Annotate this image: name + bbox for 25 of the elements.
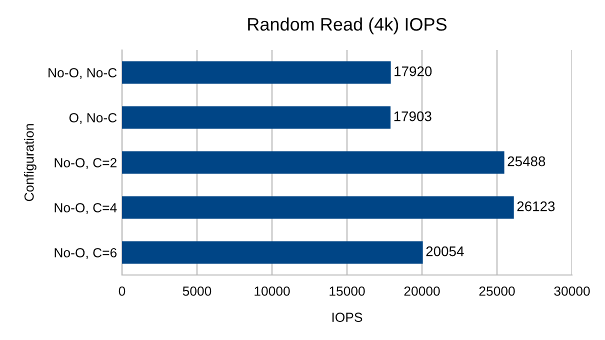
x-tick-label: 15000 xyxy=(330,286,365,296)
data-label: 20054 xyxy=(426,246,464,256)
data-label: 26123 xyxy=(517,201,555,212)
y-tick-label: No-O, C=2 xyxy=(54,158,116,169)
chart-title: Random Read (4k) IOPS xyxy=(248,17,447,34)
y-tick-label: No-O, No-C xyxy=(48,68,117,79)
bar xyxy=(122,241,423,264)
x-tick-label: 20000 xyxy=(404,286,440,296)
data-label: 25488 xyxy=(508,156,546,166)
bar xyxy=(122,196,514,219)
x-tick-label: 0 xyxy=(118,286,126,296)
bar xyxy=(122,151,504,174)
x-tick-label: 10000 xyxy=(254,286,290,296)
data-label: 17920 xyxy=(394,66,432,76)
y-tick-label: O, No-C xyxy=(69,113,117,124)
x-tick-label: 5000 xyxy=(182,286,212,296)
y-tick-label: No-O, C=4 xyxy=(54,203,117,214)
y-axis-title: Configuration xyxy=(24,124,36,202)
x-tick-label: 25000 xyxy=(479,286,515,296)
y-tick-label: No-O, C=6 xyxy=(54,248,117,259)
x-tick-label: 30000 xyxy=(554,286,590,296)
data-label: 17903 xyxy=(394,111,432,122)
bar xyxy=(122,106,391,129)
x-axis-title: IOPS xyxy=(332,312,362,322)
bar xyxy=(122,61,391,84)
